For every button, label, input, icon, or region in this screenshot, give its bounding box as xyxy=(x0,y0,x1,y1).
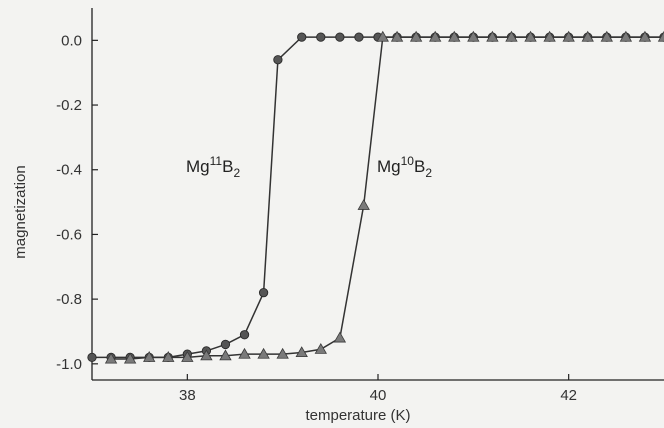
data-point-mg10b2 xyxy=(638,30,652,42)
x-tick-label: 42 xyxy=(560,387,577,404)
y-tick-label: -0.8 xyxy=(56,291,82,308)
data-point-mg10b2 xyxy=(219,349,232,361)
annotation-mg11b2-sub: 2 xyxy=(233,166,240,180)
annotation-mg10b2: Mg10B2 xyxy=(377,154,432,180)
y-tick-label: -0.6 xyxy=(56,226,82,243)
y-tick-label: 0.0 xyxy=(61,32,82,49)
data-point-mg10b2 xyxy=(619,30,633,42)
data-point-mg10b2 xyxy=(143,351,156,362)
data-point-mg11b2 xyxy=(335,32,345,42)
annotation-mg10b2-base: Mg xyxy=(377,157,401,176)
data-point-mg10b2 xyxy=(276,347,289,359)
data-point-mg10b2 xyxy=(657,30,664,42)
y-tick-label: -0.4 xyxy=(56,162,82,179)
data-point-mg10b2 xyxy=(409,30,423,42)
data-point-mg10b2 xyxy=(333,331,347,343)
data-point-mg10b2 xyxy=(257,347,270,359)
annotation-mg10b2-sub: 2 xyxy=(425,166,432,180)
annotation-mg10b2-sup: 10 xyxy=(401,154,415,168)
series-mg11b2 xyxy=(87,32,664,363)
data-point-mg10b2 xyxy=(448,30,461,42)
annotation-mg11b2: Mg11B2 xyxy=(186,154,240,180)
data-point-mg11b2 xyxy=(220,339,231,350)
data-point-mg10b2 xyxy=(562,30,575,42)
annotation-mg10b2-mid: B xyxy=(414,157,425,176)
y-tick-label: -0.2 xyxy=(56,97,82,114)
data-point-mg10b2 xyxy=(162,351,175,362)
series-mg10b2 xyxy=(104,30,664,364)
data-point-mg10b2 xyxy=(524,30,537,42)
data-point-mg10b2 xyxy=(181,351,194,362)
data-point-mg11b2 xyxy=(87,352,97,363)
data-point-mg10b2 xyxy=(200,349,213,361)
annotation-mg11b2-sup: 11 xyxy=(210,154,223,168)
data-point-mg10b2 xyxy=(123,352,137,364)
annotation-mg11b2-mid: B xyxy=(222,157,233,176)
data-point-mg10b2 xyxy=(543,30,556,42)
y-tick-label: -1.0 xyxy=(56,356,82,373)
axes xyxy=(91,8,664,381)
data-point-mg10b2 xyxy=(238,347,251,359)
ticks: 38 40 42 0.0 -0.2 -0.4 -0.6 -0.8 -1.0 xyxy=(56,32,577,404)
data-point-mg10b2 xyxy=(104,352,118,364)
series-layer xyxy=(87,30,664,364)
data-point-mg10b2 xyxy=(376,30,389,42)
x-tick-label: 38 xyxy=(179,387,196,404)
data-point-mg10b2 xyxy=(581,30,594,42)
data-point-mg11b2 xyxy=(316,32,326,42)
data-point-mg10b2 xyxy=(600,30,613,42)
series-mg10b2-line xyxy=(111,36,664,360)
data-point-mg10b2 xyxy=(467,30,480,42)
data-point-mg10b2 xyxy=(314,342,327,354)
data-point-mg11b2 xyxy=(297,32,307,42)
data-point-mg10b2 xyxy=(486,30,499,42)
y-axis-label: magnetization xyxy=(12,165,29,258)
data-point-mg10b2 xyxy=(357,199,370,210)
annotation-mg11b2-base: Mg xyxy=(186,157,210,176)
data-point-mg10b2 xyxy=(390,30,404,42)
data-point-mg11b2 xyxy=(354,32,364,42)
x-axis-label: temperature (K) xyxy=(305,407,410,424)
data-point-mg10b2 xyxy=(505,30,518,42)
data-point-mg10b2 xyxy=(429,30,442,42)
data-point-mg11b2 xyxy=(239,330,250,340)
data-point-mg10b2 xyxy=(295,346,308,358)
x-tick-label: 40 xyxy=(370,387,387,404)
data-point-mg11b2 xyxy=(273,55,283,65)
data-point-mg11b2 xyxy=(258,288,269,298)
